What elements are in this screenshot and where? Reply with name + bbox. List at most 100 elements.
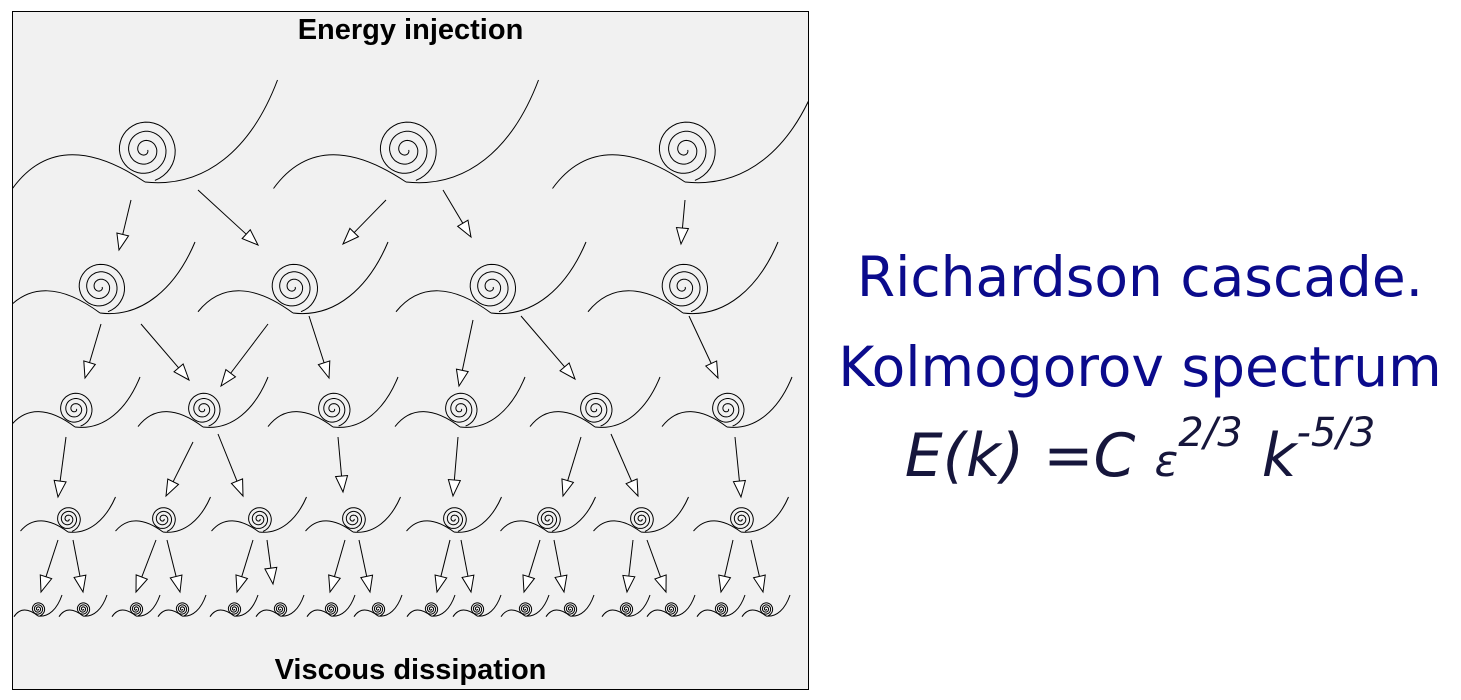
- cascade-arrow-19-head: [626, 479, 638, 496]
- cascade-arrow-15-head: [231, 479, 243, 496]
- cascade-arrow-25-head: [236, 575, 247, 592]
- eddy-l5-10-right-wing: [477, 595, 501, 616]
- cascade-arrow-22-shaft: [73, 540, 80, 576]
- eddy-l2-2-right-wing: [293, 242, 388, 314]
- eddy-l3-1-spiral: [61, 393, 92, 426]
- cascade-arrow-12-shaft: [689, 316, 711, 364]
- viscous-dissipation-label: Viscous dissipation: [13, 654, 808, 687]
- eddy-l1-3-left-wing: [553, 155, 686, 189]
- formula-epsilon-exponent: 2/3: [1178, 410, 1242, 456]
- eddy-l3-4-spiral: [446, 393, 477, 426]
- eddy-l5-5-right-wing: [234, 595, 258, 616]
- cascade-arrow-10-head: [456, 369, 468, 386]
- eddy-l5-13-right-wing: [626, 595, 650, 616]
- cascade-arrow-31-shaft: [529, 540, 540, 577]
- eddy-l3-1-right-wing: [75, 377, 140, 427]
- eddy-l5-7-right-wing: [331, 595, 355, 616]
- cascade-arrow-1-shaft: [123, 200, 131, 234]
- eddy-l5-11-right-wing: [525, 595, 549, 616]
- cascade-arrow-34-head: [655, 575, 666, 592]
- cascade-arrow-33-head: [623, 575, 635, 592]
- cascade-arrow-22-head: [74, 575, 86, 592]
- caption: Richardson cascade. Kolmogorov spectrum: [820, 232, 1460, 412]
- cascade-arrow-17-shaft: [454, 437, 458, 480]
- eddy-l5-12-right-wing: [570, 595, 594, 616]
- cascade-arrow-29-head: [435, 575, 447, 592]
- cascade-arrow-11-head: [560, 363, 575, 379]
- formula-k-exponent: -5/3: [1297, 410, 1376, 456]
- cascade-arrow-4-shaft: [443, 190, 463, 223]
- cascade-arrow-33-shaft: [629, 540, 633, 576]
- cascade-arrow-5-shaft: [682, 200, 685, 228]
- cascade-arrow-36-shaft: [751, 540, 759, 576]
- eddy-l3-5-right-wing: [595, 377, 660, 427]
- eddy-l2-3-right-wing: [491, 242, 586, 314]
- cascade-arrow-7-head: [174, 364, 189, 380]
- cascade-arrow-9-shaft: [309, 316, 324, 363]
- caption-title: Richardson cascade.: [820, 232, 1460, 322]
- cascade-arrow-19-shaft: [611, 434, 632, 481]
- cascade-arrow-27-head: [329, 575, 341, 592]
- cascade-arrow-18-head: [562, 479, 573, 496]
- cascade-arrow-9-head: [318, 361, 329, 378]
- cascade-arrow-26-head: [265, 567, 277, 584]
- cascade-arrow-10-shaft: [462, 320, 473, 370]
- eddy-l1-1-left-wing: [13, 155, 145, 189]
- cascade-arrow-13-shaft: [60, 437, 66, 481]
- eddy-l3-3-left-wing: [268, 412, 333, 427]
- energy-injection-label: Energy injection: [13, 14, 808, 47]
- eddy-l5-9-right-wing: [431, 595, 455, 616]
- eddy-l5-4-right-wing: [182, 595, 206, 616]
- cascade-arrow-5-head: [676, 228, 688, 244]
- eddy-l5-8-right-wing: [378, 595, 402, 616]
- eddy-l2-2-left-wing: [198, 291, 293, 313]
- cascade-arrow-21-shaft: [46, 540, 58, 577]
- eddy-l2-4-right-wing: [683, 242, 778, 314]
- cascade-arrow-29-shaft: [441, 540, 450, 576]
- eddy-l3-3-spiral: [319, 393, 350, 426]
- eddy-l2-3-left-wing: [396, 291, 491, 313]
- formula-lhs: E(k) =: [905, 421, 1094, 491]
- eddy-l3-2-left-wing: [138, 412, 203, 427]
- eddy-l3-3-right-wing: [333, 377, 398, 427]
- cascade-arrow-25-shaft: [242, 540, 253, 577]
- cascade-arrow-32-shaft: [554, 540, 561, 576]
- caption-subtitle: Kolmogorov spectrum: [820, 322, 1460, 412]
- eddy-l3-2-right-wing: [203, 377, 268, 427]
- eddy-l2-4-left-wing: [588, 291, 683, 313]
- formula-k: k: [1262, 421, 1297, 491]
- cascade-arrow-14-shaft: [173, 442, 193, 482]
- cascade-arrow-8-head: [221, 370, 235, 386]
- cascade-arrow-34-shaft: [647, 540, 661, 577]
- eddy-l2-2-spiral: [272, 264, 317, 311]
- cascade-arrow-24-shaft: [167, 540, 176, 576]
- cascade-arrow-23-head: [136, 575, 147, 592]
- eddy-l1-2-right-wing: [406, 80, 539, 183]
- eddy-l5-6-right-wing: [280, 595, 304, 616]
- cascade-diagram: Energy injection Viscous dissipation: [12, 11, 809, 690]
- eddy-l5-14-right-wing: [671, 595, 695, 616]
- eddy-l3-6-left-wing: [662, 412, 727, 427]
- cascade-arrow-16-head: [336, 476, 348, 492]
- cascade-arrow-36-head: [754, 575, 766, 592]
- kolmogorov-formula: E(k) =C ε2/3 k-5/3: [820, 410, 1460, 491]
- cascade-arrow-7-shaft: [141, 324, 179, 368]
- eddy-l5-15-right-wing: [721, 595, 745, 616]
- cascade-arrow-20-head: [733, 480, 745, 497]
- eddy-l2-4-spiral: [662, 264, 707, 311]
- eddy-l5-16-right-wing: [766, 595, 790, 616]
- eddy-l1-3-right-wing: [685, 80, 808, 183]
- cascade-arrow-3-shaft: [354, 200, 386, 233]
- cascade-arrow-26-shaft: [267, 540, 271, 568]
- cascade-arrow-28-head: [361, 575, 373, 592]
- cascade-arrow-12-head: [706, 361, 718, 378]
- eddy-l2-1-spiral: [79, 264, 124, 311]
- cascade-arrow-15-shaft: [218, 434, 237, 481]
- formula-constant: C: [1094, 421, 1136, 491]
- cascade-arrow-20-shaft: [735, 437, 739, 481]
- eddy-l2-1-right-wing: [100, 242, 195, 314]
- eddy-l5-2-right-wing: [83, 595, 107, 616]
- cascade-arrow-21-head: [40, 575, 51, 592]
- eddy-l3-2-spiral: [189, 393, 220, 426]
- eddy-l5-3-right-wing: [136, 595, 160, 616]
